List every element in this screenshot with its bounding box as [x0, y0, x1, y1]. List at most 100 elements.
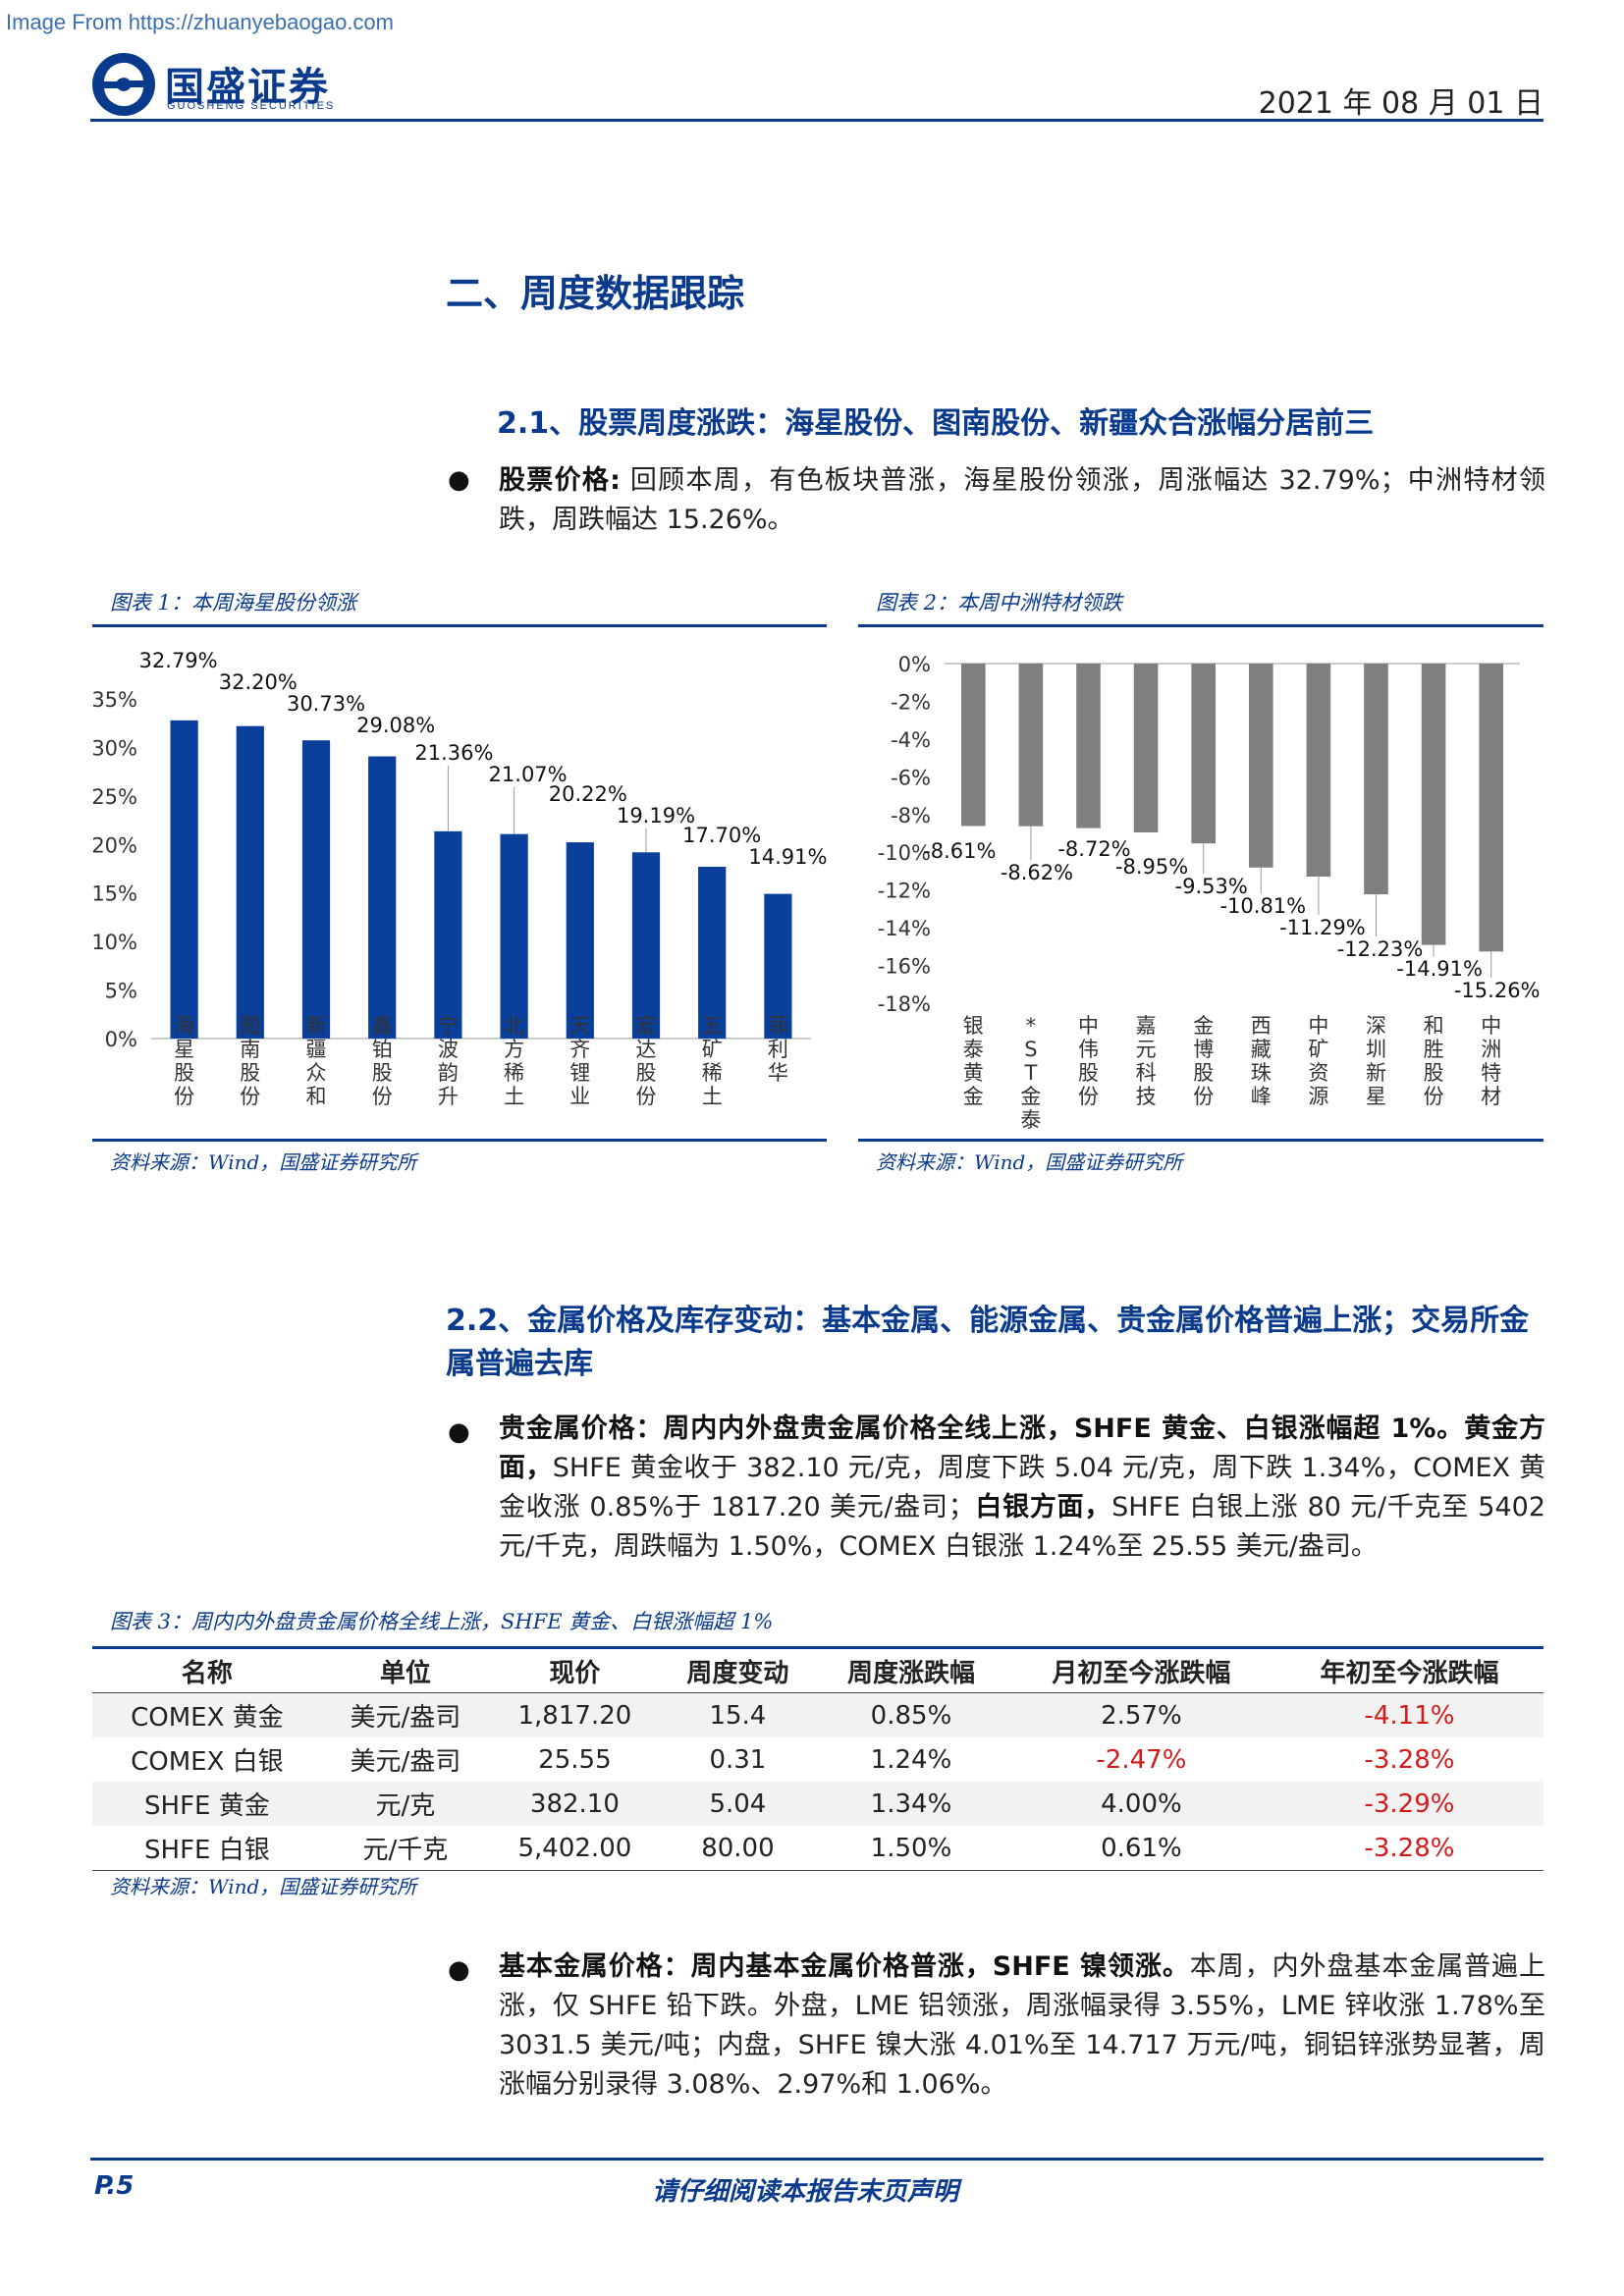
y-tick-label: 35%: [92, 688, 137, 712]
footer-divider: [90, 2158, 1543, 2161]
x-tick-label: 矿: [1308, 1038, 1328, 1061]
x-tick-label: 泰: [963, 1038, 984, 1061]
data-label: -15.26%: [1454, 979, 1541, 1002]
x-tick-label: 股: [372, 1061, 393, 1085]
table-cell: 美元/盎司: [350, 1747, 461, 1777]
x-tick-label: 图: [240, 1014, 260, 1038]
bar: [1248, 664, 1273, 868]
y-tick-label: -14%: [878, 917, 931, 940]
y-tick-label: -4%: [891, 728, 931, 752]
stock-price-paragraph: 股票价格: 回顾本周，有色板块普涨，海星股份领涨，周涨幅达 32.79%；中洲特…: [499, 461, 1545, 540]
base-lead: 基本金属价格：周内基本金属价格普涨，SHFE 镍领涨。: [499, 1951, 1190, 1982]
table-cell: 1.34%: [815, 1782, 1007, 1826]
data-label: -8.62%: [1001, 861, 1073, 884]
x-tick-label: 源: [1308, 1085, 1328, 1108]
table-cell: SHFE 白银: [92, 1826, 322, 1871]
data-label: 29.08%: [356, 714, 435, 737]
bar: [960, 664, 986, 827]
table-header-row: 名称 单位 现价 周度变动 周度涨跌幅 月初至今涨跌幅 年初至今涨跌幅: [92, 1646, 1543, 1693]
watermark-text: Image From https://zhuanyebaogao.com: [6, 10, 394, 34]
x-tick-label: 中: [1078, 1014, 1099, 1038]
table-cell: COMEX 黄金: [92, 1692, 322, 1737]
data-label: -12.23%: [1337, 937, 1424, 961]
bar: [434, 830, 462, 1039]
data-label: -8.61%: [923, 839, 996, 863]
x-tick-label: 铂: [372, 1038, 393, 1061]
x-tick-label: 稀: [702, 1061, 723, 1085]
x-tick-label: 利: [768, 1038, 788, 1061]
table-cell: 4.00%: [1006, 1782, 1275, 1826]
bar: [631, 852, 661, 1039]
x-tick-label: 业: [569, 1085, 590, 1108]
fig2-top-line: [858, 624, 1543, 627]
x-tick-label: 洲: [1481, 1038, 1501, 1061]
bar: [1364, 664, 1388, 895]
data-label: 20.22%: [549, 782, 627, 806]
table-cell: 2.57%: [1006, 1692, 1275, 1737]
fig3-source: 资料来源：Wind，国盛证券研究所: [110, 1875, 417, 1898]
table-header: 月初至今涨跌幅: [1006, 1646, 1275, 1693]
x-tick-label: 天: [569, 1014, 590, 1038]
x-tick-label: 股: [1424, 1061, 1444, 1085]
table-cell: 元/千克: [321, 1826, 490, 1871]
y-tick-label: 25%: [92, 785, 137, 809]
table-header: 名称: [92, 1646, 322, 1693]
x-tick-label: 西: [1251, 1014, 1272, 1038]
x-tick-label: T: [1023, 1061, 1037, 1085]
y-tick-label: -6%: [891, 766, 931, 789]
bar: [301, 740, 331, 1039]
page-number: P.5: [94, 2171, 135, 2201]
y-tick-label: -16%: [878, 955, 931, 979]
table-cell: -3.29%: [1274, 1782, 1543, 1826]
x-tick-label: 南: [240, 1038, 260, 1061]
bar: [1479, 664, 1504, 952]
data-label: 32.79%: [139, 649, 218, 672]
x-tick-label: 和: [306, 1085, 327, 1108]
x-tick-label: 锂: [569, 1061, 590, 1085]
precious-lead-2: 白银方面，: [974, 1492, 1112, 1522]
x-tick-label: 博: [1193, 1038, 1214, 1061]
table-cell: 1.50%: [815, 1826, 1007, 1871]
y-tick-label: -8%: [891, 804, 931, 828]
x-tick-label: 材: [1481, 1085, 1501, 1108]
table-cell: 0.31: [709, 1744, 767, 1775]
x-tick-label: 海: [174, 1014, 194, 1038]
fig3-title: 图表 3：周内内外盘贵金属价格全线上涨，SHFE 黄金、白银涨幅超 1%: [110, 1610, 774, 1633]
x-tick-label: 份: [636, 1085, 657, 1108]
logo-subtitle: GUOSHENG SECURITIES: [167, 100, 336, 112]
section-title: 二、周度数据跟踪: [446, 272, 745, 315]
bar: [698, 867, 727, 1039]
table-row: COMEX 黄金 美元/盎司 1,817.20 15.4 0.85% 2.57%…: [92, 1692, 1543, 1737]
x-tick-label: 齐: [569, 1038, 590, 1061]
x-tick-label: 藏: [1251, 1038, 1272, 1061]
table-header: 周度变动: [660, 1646, 816, 1693]
x-tick-label: 股: [174, 1061, 194, 1085]
data-label: 21.07%: [489, 763, 568, 786]
fig1-top-line: [92, 624, 827, 627]
x-tick-label: 众: [306, 1061, 327, 1085]
data-label: -8.95%: [1115, 855, 1188, 879]
y-tick-label: 10%: [92, 931, 137, 954]
bar: [500, 833, 528, 1039]
stock-price-lead: 股票价格:: [499, 465, 621, 496]
precious-metal-paragraph: 贵金属价格：周内内外盘贵金属价格全线上涨，SHFE 黄金、白银涨幅超 1%。黄金…: [499, 1410, 1545, 1567]
x-tick-label: 黄: [963, 1061, 984, 1085]
x-tick-label: 份: [372, 1085, 393, 1108]
x-tick-label: 土: [504, 1085, 524, 1108]
x-tick-label: 股: [1193, 1061, 1214, 1085]
x-tick-label: 中: [1308, 1014, 1328, 1038]
data-label: 21.36%: [414, 741, 493, 765]
fig2-bottom-line: [858, 1139, 1543, 1142]
x-tick-label: 峰: [1251, 1085, 1272, 1108]
table-cell: -3.28%: [1274, 1826, 1543, 1871]
table-header: 现价: [489, 1646, 661, 1693]
bar: [170, 720, 198, 1039]
precious-text-2: SHFE 白银上涨 80 元/千克至 5402 元/千克，周跌幅为 1.50%，…: [499, 1492, 1546, 1562]
x-tick-label: 银: [963, 1014, 984, 1038]
data-label: -8.72%: [1057, 837, 1130, 861]
footer-disclaimer: 请仔细阅读本报告末页声明: [652, 2177, 959, 2207]
x-tick-label: 北: [504, 1014, 524, 1038]
x-tick-label: 五: [702, 1014, 723, 1038]
x-tick-label: 股: [636, 1061, 657, 1085]
x-tick-label: 科: [1136, 1061, 1157, 1085]
